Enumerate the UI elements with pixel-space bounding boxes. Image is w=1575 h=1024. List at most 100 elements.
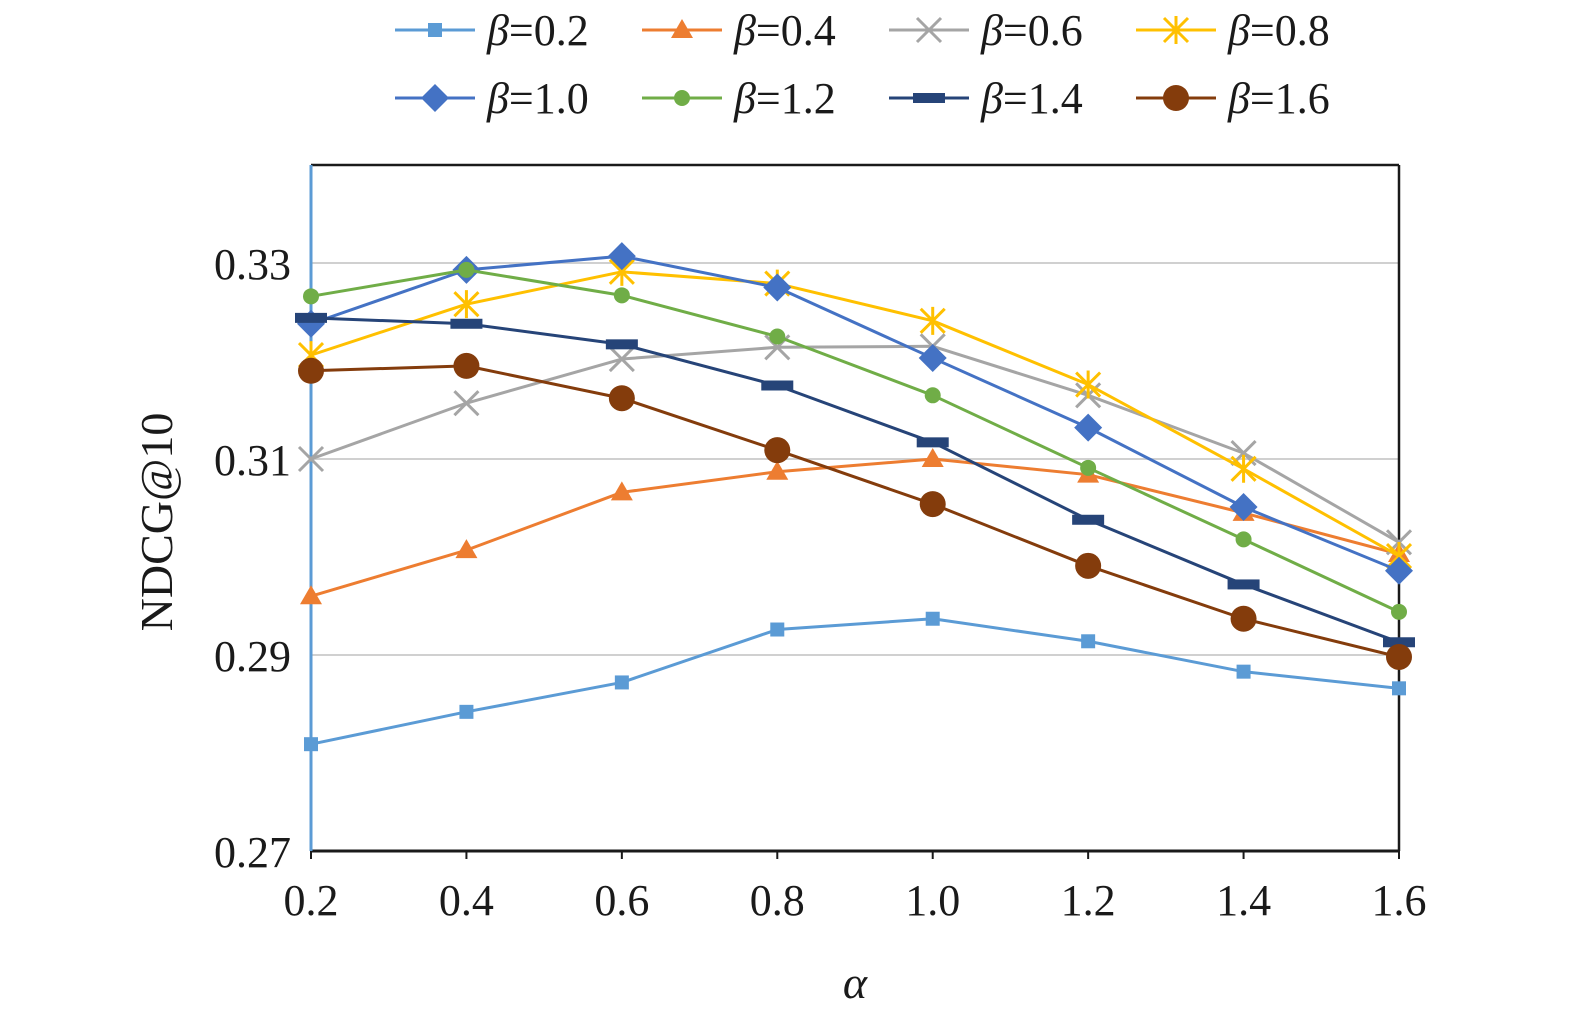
- legend-value: =1.4: [1003, 74, 1083, 123]
- data-point: [674, 90, 690, 106]
- data-point: [1385, 556, 1413, 585]
- data-point: [1072, 514, 1105, 525]
- data-point: [613, 287, 630, 304]
- legend-label: β=0.6: [980, 6, 1083, 55]
- series: [303, 261, 1407, 620]
- series: [300, 448, 1410, 605]
- tick-labels: 0.2 0.4 0.6 0.8 1.0 1.2 1.4 1.6 0.27 0.29 0.31 0.33: [214, 240, 1427, 925]
- data-point: [761, 380, 794, 391]
- data-point: [1391, 603, 1407, 620]
- legend-symbol: β: [486, 74, 509, 123]
- legend-symbol: β: [486, 6, 509, 55]
- data-point: [770, 622, 785, 637]
- legend-value: =0.8: [1250, 6, 1330, 55]
- legend-label: β=0.4: [733, 6, 836, 55]
- axes: [309, 163, 1401, 859]
- data-point: [450, 318, 483, 329]
- data-point: [915, 16, 943, 44]
- data-point: [428, 23, 442, 37]
- legend-item: β=0.8: [1136, 6, 1330, 55]
- data-point: [1236, 664, 1251, 679]
- x-tick-label: 0.8: [750, 876, 805, 925]
- data-point: [610, 481, 633, 501]
- data-point: [763, 273, 792, 302]
- legend-value: =1.6: [1250, 74, 1330, 123]
- legend-symbol: β: [733, 74, 756, 123]
- data-point: [605, 339, 638, 350]
- series-line: [310, 270, 1400, 558]
- legend-label: β=1.6: [1227, 74, 1330, 123]
- legend-item: β=1.6: [1136, 74, 1330, 123]
- data-point: [295, 312, 327, 323]
- legend-label: β=1.4: [980, 74, 1083, 123]
- series-line: [310, 364, 1400, 659]
- legend-value: =1.0: [509, 74, 589, 123]
- data-point: [607, 242, 636, 271]
- series-line: [310, 457, 1400, 598]
- legend-value: =1.2: [756, 74, 836, 123]
- legend-item: β=0.6: [889, 6, 1083, 55]
- legend-value: =0.4: [756, 6, 836, 55]
- series: [298, 352, 1412, 670]
- data-point: [924, 387, 941, 404]
- data-point: [455, 539, 478, 559]
- data-point: [1235, 531, 1252, 548]
- series: [304, 611, 1406, 752]
- data-point: [303, 288, 319, 305]
- legend-label: β=0.8: [1227, 6, 1330, 55]
- data-point: [614, 675, 629, 690]
- data-point: [918, 344, 947, 373]
- legend-item: β=0.4: [642, 6, 836, 55]
- data-point: [913, 93, 945, 103]
- y-tick-label: 0.27: [214, 828, 291, 877]
- data-point: [925, 611, 940, 626]
- data-point: [1386, 643, 1412, 670]
- data-point: [453, 290, 480, 319]
- series-line: [310, 254, 1400, 573]
- data-point: [608, 385, 635, 412]
- data-point: [298, 357, 324, 384]
- legend-value: =0.6: [1003, 6, 1083, 55]
- data-point: [916, 437, 949, 448]
- data-point: [304, 737, 318, 752]
- legend: β=0.2 β=0.4 β=0.6 β=0.8β=1.0 β=1.2 β=1.4 β=1.6: [395, 6, 1330, 123]
- data-point: [1075, 552, 1102, 579]
- x-tick-label: 0.6: [594, 876, 649, 925]
- data-point: [919, 306, 946, 335]
- series-line: [310, 344, 1400, 544]
- data-point: [297, 445, 325, 473]
- data-point: [1081, 634, 1096, 649]
- x-tick-label: 1.4: [1216, 876, 1271, 925]
- legend-symbol: β: [1227, 74, 1250, 123]
- y-tick-label: 0.31: [214, 436, 291, 485]
- series-line: [310, 617, 1400, 746]
- series: [295, 312, 1415, 648]
- data-point: [458, 261, 475, 278]
- data-point: [769, 328, 786, 345]
- data-point: [764, 437, 791, 464]
- y-tick-label: 0.29: [214, 632, 291, 681]
- data-point: [1227, 579, 1260, 590]
- legend-item: β=1.4: [889, 74, 1083, 123]
- data-point: [1383, 637, 1415, 648]
- data-point: [1074, 413, 1103, 442]
- data-point: [1392, 681, 1406, 696]
- data-point: [459, 704, 474, 719]
- series-lines: [295, 242, 1415, 752]
- legend-item: β=0.2: [395, 6, 589, 55]
- x-tick-label: 0.4: [439, 876, 494, 925]
- data-point: [1075, 370, 1102, 399]
- legend-symbol: β: [1227, 6, 1250, 55]
- legend-label: β=1.0: [486, 74, 589, 123]
- legend-item: β=1.0: [395, 74, 589, 123]
- data-point: [919, 491, 946, 518]
- data-point: [300, 585, 322, 605]
- series-line: [310, 268, 1400, 614]
- data-point: [453, 352, 480, 379]
- y-tick-label: 0.33: [214, 240, 291, 289]
- data-point: [1163, 85, 1189, 111]
- gridlines: [311, 262, 1399, 656]
- x-axis-title: α: [843, 957, 868, 1008]
- x-tick-label: 0.2: [284, 876, 339, 925]
